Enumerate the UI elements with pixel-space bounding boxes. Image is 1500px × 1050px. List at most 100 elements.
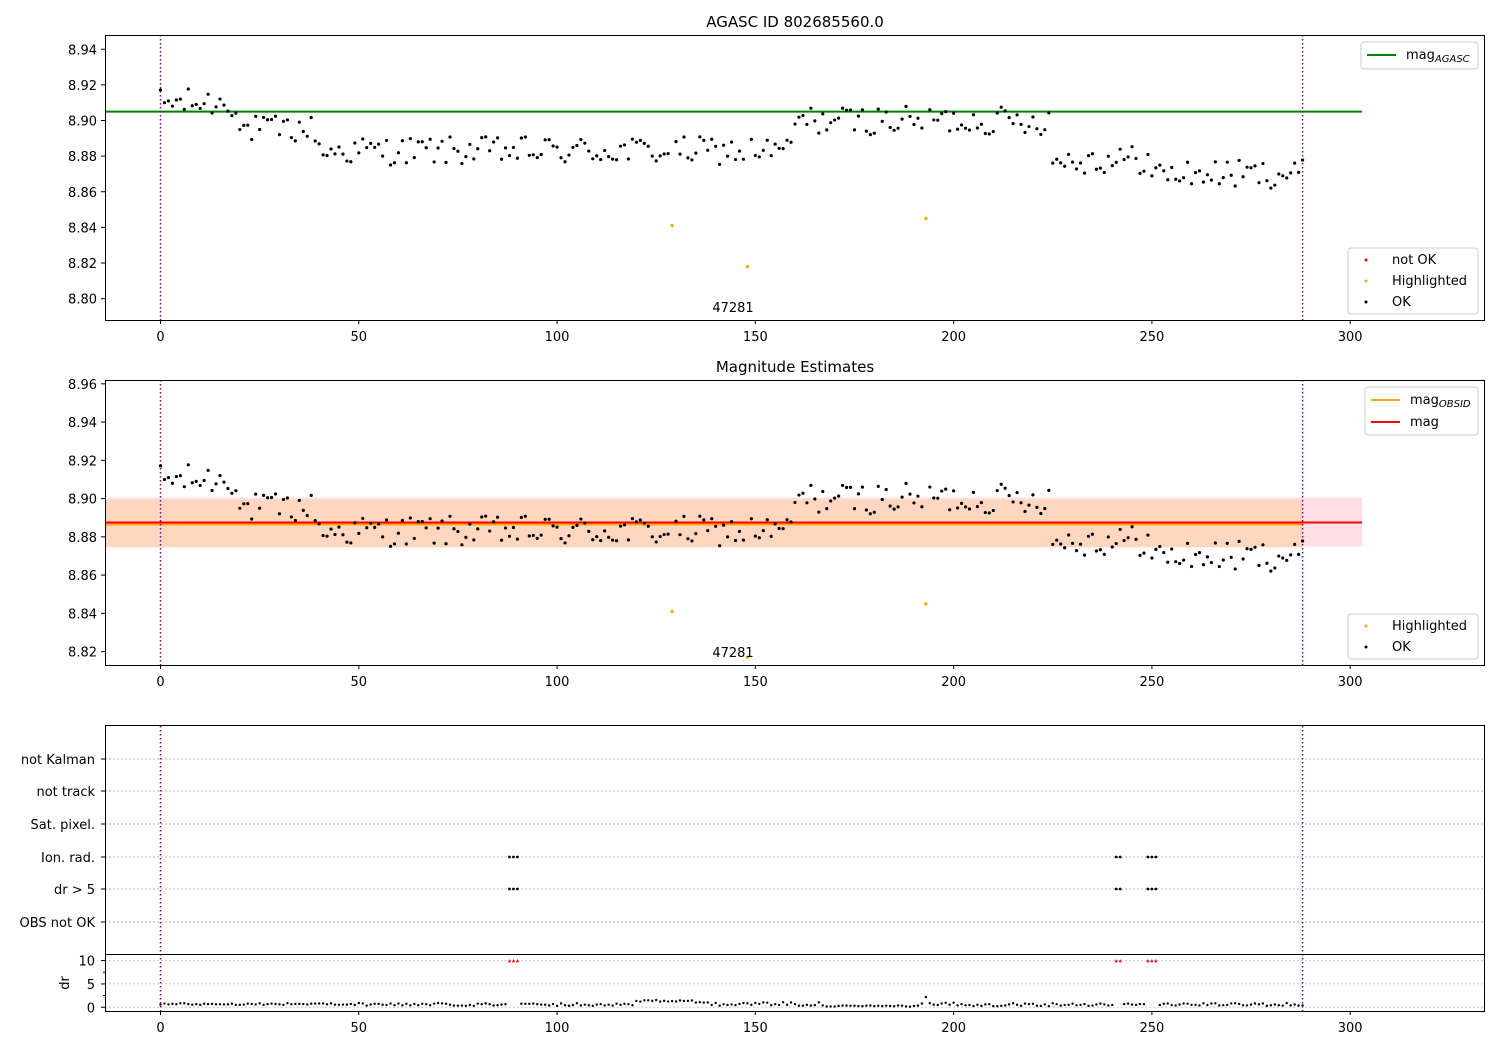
dr-point <box>1158 1003 1162 1007</box>
ok-point <box>833 496 837 500</box>
ok-point <box>682 514 686 518</box>
dr-point <box>175 1003 178 1006</box>
ok-point <box>313 519 317 523</box>
ok-point <box>190 481 194 485</box>
x-tick-label: 100 <box>545 1021 570 1036</box>
ok-point <box>1051 542 1055 546</box>
ok-point <box>269 117 274 122</box>
dr-point <box>936 1003 939 1007</box>
dr-point <box>266 1002 269 1006</box>
dr-tick-label: 5 <box>87 978 95 993</box>
dr-point <box>730 1003 733 1006</box>
ok-point <box>1225 541 1229 545</box>
ok-point <box>829 499 833 503</box>
ok-point <box>622 523 627 527</box>
ok-point <box>817 510 821 514</box>
dr-point <box>690 999 694 1002</box>
ok-point <box>1300 539 1305 543</box>
ok-point <box>222 480 226 484</box>
ok-point <box>1174 177 1178 181</box>
ok-point <box>1039 511 1043 516</box>
ok-point <box>1300 158 1305 162</box>
ok-point <box>539 533 543 537</box>
ok-point <box>662 532 666 537</box>
ok-point <box>246 502 250 506</box>
ok-point <box>440 519 444 523</box>
dr-point <box>694 1001 698 1004</box>
dr-point <box>361 1002 364 1005</box>
dr-point <box>758 1002 761 1006</box>
ok-point <box>575 523 579 528</box>
ok-point <box>1070 541 1075 545</box>
ok-point <box>678 533 682 537</box>
ok-point <box>1162 169 1166 173</box>
ok-point <box>694 151 698 155</box>
ok-point <box>1146 533 1150 537</box>
ok-point <box>614 158 619 162</box>
ok-point <box>769 154 773 158</box>
dr-point <box>992 1004 995 1008</box>
ok-point <box>388 544 393 548</box>
dr-point <box>837 1004 840 1008</box>
ok-point <box>666 151 670 156</box>
ok-point <box>1178 561 1182 566</box>
dr-point <box>496 1004 499 1007</box>
ok-point <box>158 88 163 92</box>
ok-point <box>1257 181 1261 185</box>
ok-point <box>1237 539 1241 543</box>
ok-point <box>317 142 321 146</box>
ok-point <box>658 534 662 539</box>
x-tick-label: 200 <box>941 330 966 345</box>
ok-point <box>1166 560 1170 564</box>
legend-ok: OK <box>1392 295 1411 310</box>
ok-point <box>757 155 761 159</box>
ok-point <box>448 514 452 518</box>
ok-point <box>718 162 722 166</box>
ok-point <box>1003 486 1007 490</box>
ok-point <box>900 495 904 499</box>
dr-point <box>873 1004 876 1008</box>
ok-point <box>729 140 734 144</box>
ok-point <box>876 107 880 111</box>
ok-point <box>729 520 734 524</box>
ok-point <box>329 527 333 531</box>
ok-point <box>519 136 523 140</box>
dr-point <box>849 1004 852 1008</box>
x-tick-label: 50 <box>351 675 368 690</box>
dr-point <box>567 1004 571 1007</box>
dr-point <box>972 1004 975 1008</box>
dr-point <box>1126 1002 1130 1005</box>
dr-point <box>829 1005 832 1008</box>
dr-point <box>262 1003 265 1007</box>
ok-point <box>975 505 980 509</box>
ok-point <box>468 142 472 146</box>
ok-point <box>269 495 274 500</box>
ok-point <box>837 116 841 120</box>
dr-point <box>425 1003 428 1006</box>
dr-point <box>1162 1002 1165 1005</box>
y-tick-label: 8.88 <box>68 531 97 546</box>
dr-point <box>1023 1002 1027 1005</box>
dr-point <box>1214 1002 1217 1005</box>
ok-point <box>722 523 726 527</box>
ok-point <box>809 483 813 487</box>
dr-point <box>762 1001 765 1004</box>
flag-row-label: Sat. pixel. <box>31 818 95 833</box>
dr-point <box>226 1003 230 1006</box>
ok-point <box>1185 541 1190 545</box>
ok-point <box>642 521 646 525</box>
dr-point <box>222 1003 226 1006</box>
dr-point <box>1035 1004 1039 1007</box>
dr-point <box>1039 1004 1043 1008</box>
dr-point <box>191 1003 194 1006</box>
ok-point <box>1150 174 1154 178</box>
ok-point <box>476 527 480 531</box>
ok-point <box>1158 544 1162 549</box>
ok-point <box>472 157 476 161</box>
ok-point <box>920 505 924 509</box>
dr-point <box>1190 1003 1193 1007</box>
ok-point <box>559 537 563 541</box>
ok-point <box>230 113 234 118</box>
ok-point <box>436 146 440 150</box>
ok-point <box>908 492 912 496</box>
